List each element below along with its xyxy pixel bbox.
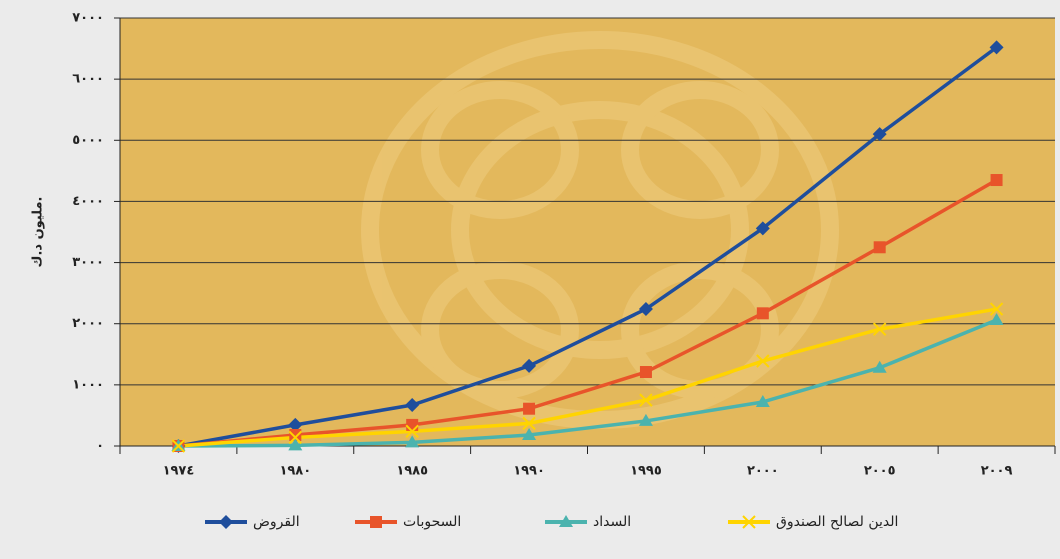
- legend-label: الدين لصالح الصندوق: [776, 514, 898, 530]
- point: [755, 221, 770, 236]
- y-tick-label: ٧٠٠٠: [72, 11, 104, 26]
- point: [522, 416, 536, 431]
- x-tick-label: ١٩٧٤: [163, 464, 195, 479]
- point: [755, 394, 770, 407]
- legend-marker: [219, 515, 233, 529]
- y-tick-label: ٢٠٠٠: [72, 316, 104, 331]
- point: [522, 427, 537, 440]
- legend-label: السداد: [593, 514, 631, 530]
- point: [405, 398, 420, 413]
- x-tick-label: ١٩٩٥: [630, 464, 662, 479]
- point: [638, 302, 653, 317]
- point: [406, 418, 419, 431]
- point: [639, 393, 653, 407]
- point: [989, 313, 1004, 326]
- legend-marker: [370, 516, 382, 528]
- y-tick-label: ٠: [96, 439, 104, 454]
- legend-label: القروض: [253, 514, 300, 530]
- point: [288, 417, 303, 432]
- point: [990, 174, 1003, 187]
- point: [756, 354, 770, 368]
- y-tick-label: ٥٠٠٠: [72, 133, 104, 148]
- x-tick-label: ٢٠٠٠: [747, 464, 779, 479]
- point: [989, 40, 1004, 55]
- point: [288, 438, 303, 451]
- point: [288, 430, 303, 445]
- point: [171, 439, 186, 453]
- x-tick-label: ١٩٨٠: [279, 464, 311, 479]
- plot-area: [120, 18, 1055, 446]
- legend-label: السحوبات: [403, 514, 461, 530]
- y-tick-label: ٦٠٠٠: [72, 72, 104, 87]
- legend-marker: [559, 515, 573, 527]
- y-tick-label: ٤٠٠٠: [72, 194, 104, 209]
- series-line: [178, 45, 998, 448]
- x-tick-label: ١٩٩٠: [513, 464, 545, 479]
- point: [405, 424, 419, 439]
- point: [289, 428, 302, 441]
- series-line: [178, 318, 998, 448]
- point: [989, 302, 1004, 316]
- point: [872, 322, 887, 336]
- point: [523, 402, 536, 415]
- x-tick-label: ٢٠٠٥: [864, 464, 896, 479]
- point: [756, 307, 769, 320]
- y-tick-label: ٣٠٠٠: [72, 255, 104, 270]
- legend-marker: [742, 515, 756, 529]
- series-line: [178, 307, 997, 448]
- point: [638, 413, 653, 426]
- point: [639, 366, 652, 379]
- y-axis-title: مليون د.ك.: [31, 197, 46, 268]
- point: [522, 358, 537, 373]
- point: [872, 127, 887, 142]
- point: [872, 360, 887, 373]
- point: [873, 241, 886, 254]
- background-ornament: [361, 31, 839, 429]
- series-line: [178, 178, 998, 448]
- x-tick-label: ١٩٨٥: [396, 464, 428, 479]
- point: [405, 435, 420, 448]
- x-tick-label: ٢٠٠٩: [981, 464, 1013, 479]
- y-tick-label: ١٠٠٠: [72, 377, 104, 392]
